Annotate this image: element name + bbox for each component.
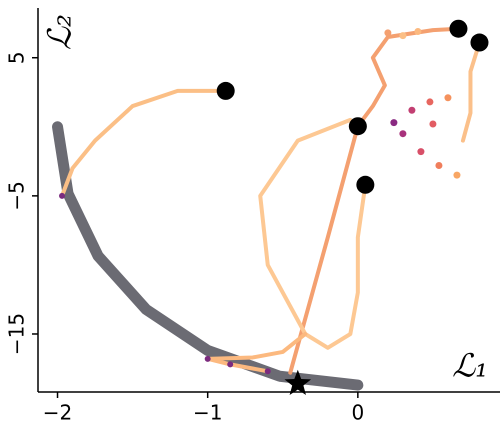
y-tick-label: −5 <box>5 181 29 210</box>
point <box>414 28 421 35</box>
point <box>435 162 442 169</box>
x-tick-label: −1 <box>193 401 222 425</box>
trajectory <box>58 127 358 385</box>
point <box>399 130 406 137</box>
point <box>449 20 467 38</box>
point <box>356 176 374 194</box>
point <box>384 29 391 36</box>
point <box>349 117 367 135</box>
trajectory <box>290 29 458 373</box>
point <box>227 361 233 367</box>
y-tick-label: 5 <box>5 51 29 64</box>
trajectory <box>62 91 226 196</box>
point <box>429 121 436 128</box>
point <box>59 193 65 199</box>
x-axis-label: ℒ₁ <box>452 347 488 385</box>
x-tick-label: −2 <box>43 401 72 425</box>
point <box>470 34 488 52</box>
trajectory <box>463 43 480 141</box>
point <box>390 119 397 126</box>
point <box>408 107 415 114</box>
point <box>205 356 211 362</box>
y-tick-label: −15 <box>5 313 29 355</box>
x-tick-label: 0 <box>351 401 364 425</box>
point <box>453 172 460 179</box>
point <box>426 98 433 105</box>
point <box>444 94 451 101</box>
point <box>265 368 271 374</box>
point <box>417 148 424 155</box>
y-axis-label: ℒ₂ <box>41 14 79 50</box>
point <box>217 82 235 100</box>
point <box>399 32 406 39</box>
